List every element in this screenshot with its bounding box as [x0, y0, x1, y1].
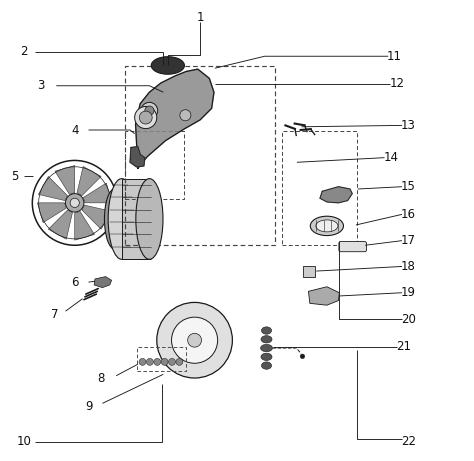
- Circle shape: [139, 359, 146, 365]
- Polygon shape: [55, 165, 75, 194]
- Circle shape: [169, 359, 175, 365]
- Ellipse shape: [108, 178, 135, 259]
- FancyBboxPatch shape: [339, 242, 366, 252]
- Text: 5: 5: [11, 170, 18, 183]
- Circle shape: [135, 106, 157, 129]
- Polygon shape: [37, 203, 66, 223]
- Polygon shape: [130, 147, 145, 167]
- Polygon shape: [77, 166, 101, 195]
- Circle shape: [180, 110, 191, 121]
- Ellipse shape: [136, 178, 163, 259]
- Text: 13: 13: [401, 119, 416, 132]
- Text: 6: 6: [71, 276, 79, 289]
- Bar: [126, 131, 184, 199]
- Text: 17: 17: [401, 234, 416, 247]
- Circle shape: [70, 198, 79, 207]
- Text: 16: 16: [401, 208, 416, 221]
- Polygon shape: [309, 287, 339, 305]
- Text: 8: 8: [97, 372, 105, 385]
- Bar: [282, 131, 357, 245]
- Text: 11: 11: [387, 50, 402, 63]
- Polygon shape: [82, 205, 111, 229]
- Text: 22: 22: [401, 435, 416, 448]
- Bar: [122, 178, 150, 259]
- Text: 12: 12: [390, 77, 405, 90]
- Circle shape: [300, 354, 305, 359]
- Text: 18: 18: [401, 260, 416, 273]
- Circle shape: [176, 359, 183, 365]
- Text: 3: 3: [37, 79, 45, 92]
- Polygon shape: [48, 210, 73, 239]
- Circle shape: [172, 317, 218, 363]
- Ellipse shape: [316, 220, 338, 232]
- Ellipse shape: [261, 336, 272, 343]
- Polygon shape: [94, 277, 111, 288]
- Polygon shape: [38, 177, 68, 201]
- Text: 1: 1: [196, 11, 204, 24]
- Ellipse shape: [261, 344, 273, 352]
- Polygon shape: [75, 212, 94, 240]
- Text: 14: 14: [384, 151, 399, 164]
- Polygon shape: [83, 183, 112, 203]
- Polygon shape: [320, 187, 352, 203]
- Text: 7: 7: [51, 308, 59, 321]
- Text: 2: 2: [20, 45, 28, 58]
- Text: 4: 4: [71, 124, 79, 136]
- Circle shape: [146, 359, 153, 365]
- Bar: [137, 347, 186, 371]
- Circle shape: [161, 359, 168, 365]
- Ellipse shape: [310, 216, 344, 236]
- Circle shape: [141, 102, 158, 119]
- Text: 15: 15: [401, 180, 416, 193]
- Ellipse shape: [104, 189, 125, 249]
- Circle shape: [139, 111, 152, 124]
- Circle shape: [188, 333, 201, 347]
- Text: 9: 9: [85, 400, 92, 413]
- Bar: [303, 266, 315, 277]
- Text: 19: 19: [401, 286, 416, 299]
- Ellipse shape: [262, 362, 272, 369]
- Ellipse shape: [262, 327, 272, 334]
- Text: 21: 21: [396, 340, 411, 353]
- Text: 20: 20: [401, 313, 416, 325]
- Polygon shape: [136, 69, 214, 168]
- Circle shape: [157, 302, 232, 378]
- Circle shape: [154, 359, 161, 365]
- Ellipse shape: [151, 57, 184, 74]
- Circle shape: [145, 106, 154, 115]
- Circle shape: [65, 194, 84, 212]
- Text: 10: 10: [17, 435, 31, 448]
- Ellipse shape: [261, 353, 272, 361]
- Bar: [126, 66, 275, 245]
